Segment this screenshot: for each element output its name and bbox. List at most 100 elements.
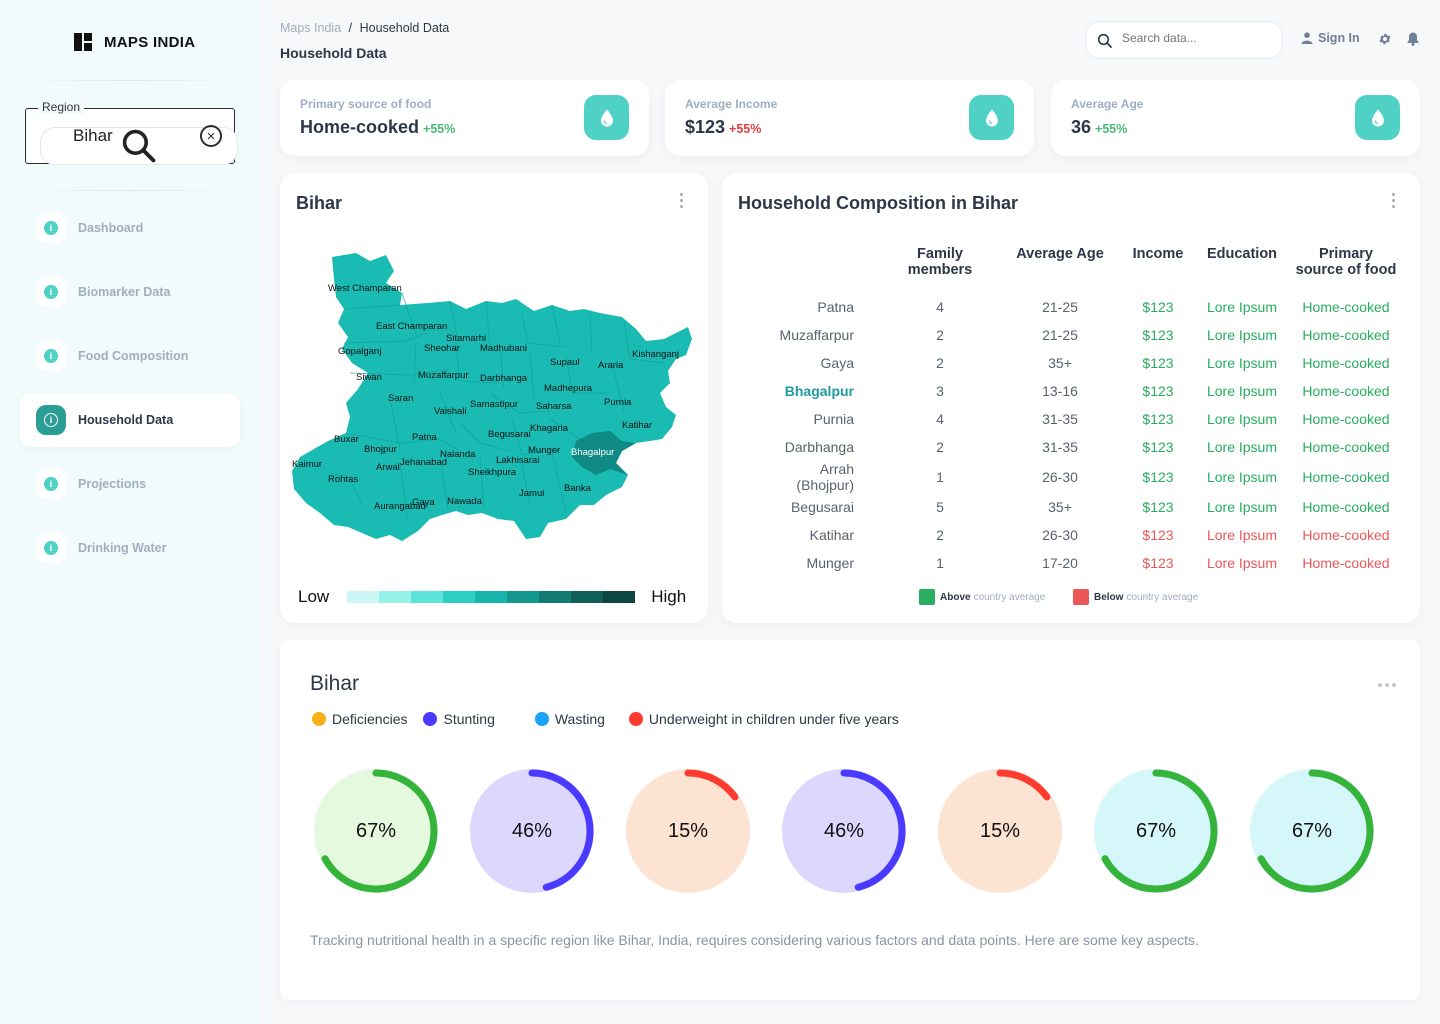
district-label: Vaishali: [434, 406, 467, 417]
brand-logo-icon: [74, 33, 92, 51]
table-row[interactable]: Katihar 2 26-30 $123 Lore Ipsum Home-cooked: [766, 521, 1406, 549]
scale-step: [475, 591, 508, 603]
breadcrumb-root[interactable]: Maps India: [280, 21, 342, 35]
table-row[interactable]: Begusarai 5 35+ $123 Lore Ipsum Home-cooked: [766, 493, 1406, 521]
district-borders: [329, 292, 665, 524]
info-icon: i: [36, 341, 66, 371]
sidebar-item-projections[interactable]: i Projections: [20, 457, 240, 511]
district-label: Gopalganj: [338, 346, 381, 357]
stat-delta: +55%: [423, 122, 456, 136]
average-age-cell: 26-30: [1042, 469, 1078, 485]
table-row[interactable]: Munger 1 17-20 $123 Lore Ipsum Home-cooked: [766, 549, 1406, 577]
district-label: Katihar: [622, 420, 652, 431]
sidebar-item-drinking-water[interactable]: i Drinking Water: [20, 521, 240, 575]
scale-step: [411, 591, 444, 603]
search-box[interactable]: [1085, 21, 1283, 59]
progress-ring: 15%: [624, 767, 752, 895]
education-cell: Lore Ipsum: [1206, 527, 1278, 543]
sidebar-item-food-composition[interactable]: i Food Composition: [20, 329, 240, 383]
stat-card-average-income: Average Income $123 +55%: [665, 80, 1034, 156]
scale-step: [347, 591, 380, 603]
above-swatch: [919, 589, 935, 605]
legend-below: Below country average: [1073, 589, 1198, 605]
district-label: Madhepura: [544, 383, 593, 394]
district-label: Muzaffarpur: [418, 370, 469, 381]
sidebar-item-label: Household Data: [78, 413, 174, 427]
average-age-cell: 35+: [1048, 499, 1072, 515]
progress-ring: 15%: [936, 767, 1064, 895]
education-cell: Lore Ipsum: [1206, 439, 1278, 455]
table-row[interactable]: Patna 4 21-25 $123 Lore Ipsum Home-cooked: [766, 293, 1406, 321]
family-members-cell: 2: [936, 327, 944, 343]
district-label: Saran: [388, 393, 413, 404]
ring-progress-arc: [938, 769, 1062, 893]
average-age-cell: 21-25: [1042, 299, 1078, 315]
table-row[interactable]: Purnia 4 31-35 $123 Lore Ipsum Home-cooked: [766, 405, 1406, 433]
income-cell: $123: [1142, 411, 1174, 427]
more-options-icon[interactable]: [1378, 683, 1396, 687]
bell-icon[interactable]: [1407, 32, 1419, 46]
progress-ring: 46%: [468, 767, 596, 895]
district-label: Buxar: [334, 434, 359, 445]
income-cell: $123: [1142, 499, 1174, 515]
district-label: East Champaran: [376, 321, 447, 332]
ring-progress-arc: [1094, 769, 1218, 893]
more-options-icon[interactable]: [680, 193, 684, 211]
district-label: Supaul: [550, 357, 580, 368]
family-members-cell: 5: [936, 499, 944, 515]
sidebar-item-household-data[interactable]: i Household Data: [20, 393, 240, 447]
brand-name: MAPS INDIA: [104, 33, 196, 51]
sidebar-item-biomarker-data[interactable]: i Biomarker Data: [20, 265, 240, 319]
stat-label: Average Age: [1071, 97, 1144, 111]
education-cell: Lore Ipsum: [1206, 299, 1278, 315]
family-members-cell: 1: [936, 555, 944, 571]
map-title: Bihar: [296, 193, 343, 213]
sidebar-item-dashboard[interactable]: i Dashboard: [20, 201, 240, 255]
ring-graphic: [782, 769, 906, 893]
district-label: Kishanganj: [632, 349, 679, 360]
table-row[interactable]: Gaya 2 35+ $123 Lore Ipsum Home-cooked: [766, 349, 1406, 377]
district-label: Aurangabad: [374, 501, 426, 512]
search-input[interactable]: [1122, 31, 1272, 45]
table-row[interactable]: Arrah (Bhojpur) 1 26-30 $123 Lore Ipsum Home-…: [766, 461, 1406, 493]
table-header-row: Family members Average Age Income Educat…: [766, 246, 1406, 293]
column-header: Education: [1206, 246, 1278, 262]
region-value[interactable]: Bihar: [73, 126, 113, 145]
income-cell: $123: [1142, 355, 1174, 371]
district-label: Kaimur: [292, 459, 322, 470]
info-icon: i: [36, 469, 66, 499]
brand[interactable]: MAPS INDIA: [74, 33, 195, 51]
divider: [20, 80, 240, 81]
info-icon: i: [36, 213, 66, 243]
sidebar-item-label: Food Composition: [78, 349, 189, 363]
column-header-district: [766, 246, 878, 293]
info-icon: i: [36, 405, 66, 435]
district-label: Darbhanga: [480, 373, 528, 384]
district-label: Sitamarhi: [446, 333, 486, 344]
table-row[interactable]: Bhagalpur 3 13-16 $123 Lore Ipsum Home-cooked: [766, 377, 1406, 405]
table-row[interactable]: Darbhanga 2 31-35 $123 Lore Ipsum Home-cooked: [766, 433, 1406, 461]
clear-icon[interactable]: ×: [200, 125, 222, 147]
legend-dot: [423, 712, 438, 726]
ring-value-label: 46%: [823, 819, 865, 842]
ring-value-label: 67%: [1291, 819, 1333, 842]
sign-in-button[interactable]: Sign In: [1301, 31, 1360, 45]
nutrition-title: Bihar: [310, 672, 360, 695]
district-label: Banka: [564, 483, 592, 494]
district-label: Purnia: [604, 397, 632, 408]
more-options-icon[interactable]: [1392, 193, 1396, 211]
district-label: Samastipur: [470, 399, 518, 410]
family-members-cell: 2: [936, 355, 944, 371]
table-row[interactable]: Muzaffarpur 2 21-25 $123 Lore Ipsum Home-cook…: [766, 321, 1406, 349]
ring-graphic: [938, 769, 1062, 893]
region-select[interactable]: Region Bihar ×: [25, 100, 238, 165]
legend-dot: [312, 712, 326, 726]
ring-background: [1094, 769, 1218, 893]
scale-step: [603, 591, 636, 603]
stat-delta: +55%: [1095, 122, 1128, 136]
district-cell: Munger: [806, 555, 854, 571]
legend-below-bold: Below: [1094, 591, 1124, 603]
legend-dot: [534, 712, 549, 726]
gear-icon[interactable]: [1378, 32, 1392, 46]
